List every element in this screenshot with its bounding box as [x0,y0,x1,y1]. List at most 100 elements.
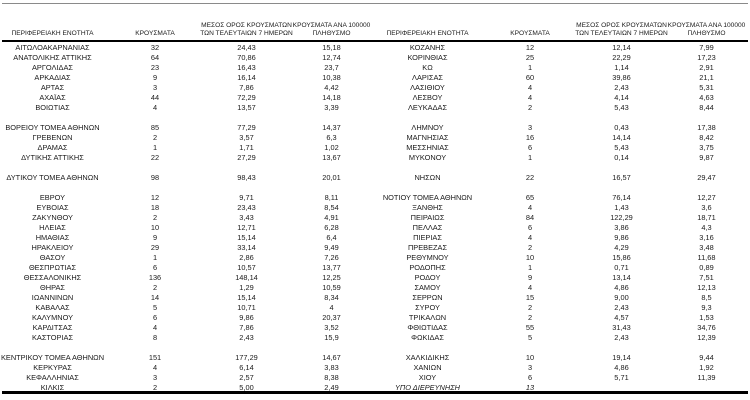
cell-cases: 1 [152,253,158,262]
cell-cases: 29 [150,243,160,252]
cell-region: ΚΩ [422,63,433,72]
cell-avg7: 33,14 [237,243,256,252]
cell-avg7: 0,14 [614,153,629,162]
table-row: ΞΑΝΘΗΣ 4 1,43 3,6 [375,203,750,213]
cell-avg7: 9,86 [614,233,629,242]
col-header-region: ΠΕΡΙΦΕΡΕΙΑΚΗ ΕΝΟΤΗΤΑ [375,30,480,39]
cell-region: ΠΡΕΒΕΖΑΣ [407,243,448,252]
cell-per100k: 9,87 [699,153,714,162]
cell-per100k: 29,47 [697,173,716,182]
cell-avg7: 2,43 [239,333,254,342]
table-row: ΔΥΤΙΚΗΣ ΑΤΤΙΚΗΣ 22 27,29 13,67 [0,153,375,163]
table-row: ΗΜΑΘΙΑΣ 9 15,14 6,4 [0,233,375,243]
cell-cases: 4 [527,233,533,242]
cell-region: ΜΥΚΟΝΟΥ [408,153,447,162]
spacer-row [0,183,375,193]
cell-avg7: 1,43 [614,203,629,212]
table-row: ΧΙΟΥ 6 5,71 11,39 [375,373,750,383]
cell-cases: 15 [525,293,535,302]
cell-cases: 12 [525,43,535,52]
table-row: ΚΑΒΑΛΑΣ 5 10,71 4 [0,303,375,313]
cell-per100k: 3,6 [701,203,712,212]
cell-avg7: 177,29 [235,353,258,362]
cell-cases: 65 [525,193,535,202]
table-row: ΒΟΡΕΙΟΥ ΤΟΜΕΑ ΑΘΗΝΩΝ 85 77,29 14,37 [0,123,375,133]
cell-region: ΦΘΙΩΤΙΔΑΣ [407,323,448,332]
cell-region: ΗΡΑΚΛΕΙΟΥ [31,243,74,252]
table-row: ΘΑΣΟΥ 1 2,86 7,26 [0,253,375,263]
spacer-row [0,113,375,123]
cell-per100k: 8,44 [699,103,714,112]
cell-region: ΘΑΣΟΥ [39,253,66,262]
cell-region: ΚΕΦΑΛΛΗΝΙΑΣ [26,373,79,382]
cell-cases: 151 [148,353,162,362]
table-row: ΚΟΖΑΝΗΣ 12 12,14 7,99 [375,43,750,53]
cell-cases: 2 [152,133,158,142]
spacer-row [0,163,375,173]
cell-avg7: 16,43 [237,63,256,72]
table-row: ΗΛΕΙΑΣ 10 12,71 6,28 [0,223,375,233]
cell-per100k: 11,39 [697,373,716,382]
cell-cases: 2 [527,243,533,252]
cell-per100k: 12,25 [322,273,341,282]
table-row: ΡΕΘΥΜΝΟΥ 10 15,86 11,68 [375,253,750,263]
cell-cases: 3 [527,123,533,132]
cell-cases: 1 [152,143,158,152]
cell-region: ΑΡΤΑΣ [40,83,65,92]
cell-region: ΡΟΔΟΥ [414,273,441,282]
cell-avg7: 6,14 [239,363,254,372]
cell-region: ΚΕΡΚΥΡΑΣ [33,363,72,372]
cell-cases: 6 [527,143,533,152]
cell-avg7: 39,86 [612,73,631,82]
cell-avg7: 12,14 [612,43,631,52]
table-row: ΤΡΙΚΑΛΩΝ 2 4,57 1,53 [375,313,750,323]
cell-cases: 12 [150,193,160,202]
cell-avg7: 24,43 [237,43,256,52]
col-header-per100k: ΚΡΟΥΣΜΑΤΑ ΑΝΑ 100000 ΠΛΗΘΥΣΜΟ [288,22,375,39]
cell-avg7: 1,29 [239,283,254,292]
cell-cases: 6 [152,313,158,322]
cell-avg7: 148,14 [235,273,258,282]
cell-region: ΡΟΔΟΠΗΣ [409,263,446,272]
cell-region: ΔΡΑΜΑΣ [37,143,68,152]
cell-per100k: 8,5 [701,293,712,302]
cell-cases: 98 [150,173,160,182]
cell-cases: 22 [150,153,160,162]
table-row: ΑΡΚΑΔΙΑΣ 9 16,14 10,38 [0,73,375,83]
cell-region: ΣΥΡΟΥ [415,303,440,312]
table-row: ΘΕΣΠΡΩΤΙΑΣ 6 10,57 13,77 [0,263,375,273]
cell-region: ΖΑΚΥΝΘΟΥ [32,213,73,222]
cell-region: ΤΡΙΚΑΛΩΝ [408,313,447,322]
col-header-avg7-label: ΜΕΣΟΣ ΟΡΟΣ ΚΡΟΥΣΜΑΤΩΝ ΤΩΝ ΤΕΛΕΥΤΑΙΩΝ 7 Η… [200,21,293,38]
cell-avg7: 14,14 [612,133,631,142]
cell-cases: 2 [152,213,158,222]
table-row: ΡΟΔΟΥ 9 13,14 7,51 [375,273,750,283]
cell-per100k: 6,28 [324,223,339,232]
table-row: ΕΒΡΟΥ 12 9,71 8,11 [0,193,375,203]
cell-avg7: 2,43 [614,333,629,342]
cell-avg7: 70,86 [237,53,256,62]
cell-avg7: 5,71 [614,373,629,382]
cell-per100k: 17,38 [697,123,716,132]
header-divider [2,40,748,42]
cell-cases: 10 [150,223,160,232]
cell-region: ΚΑΛΥΜΝΟΥ [31,313,74,322]
cell-per100k: 3,16 [699,233,714,242]
table-body-right: ΚΟΖΑΝΗΣ 12 12,14 7,99 ΚΟΡΙΝΘΙΑΣ 25 22,29 17,23 Κ… [375,43,750,393]
col-header-cases-label: ΚΡΟΥΣΜΑΤΑ [135,30,175,38]
cell-region: ΘΕΣΠΡΩΤΙΑΣ [28,263,77,272]
cell-region: ΣΕΡΡΩΝ [412,293,443,302]
cell-region: ΠΕΙΡΑΙΩΣ [410,213,445,222]
cell-cases: 8 [152,333,158,342]
cell-avg7: 122,29 [610,213,633,222]
table-row: ΣΥΡΟΥ 2 2,43 9,3 [375,303,750,313]
cell-region: ΕΒΡΟΥ [39,193,66,202]
spacer-row [0,343,375,353]
cell-avg7: 22,29 [612,53,631,62]
table-body-left: ΑΙΤΩΛΟΑΚΑΡΝΑΝΙΑΣ 32 24,43 15,18 ΑΝΑΤΟΛΙΚΗΣ Α… [0,43,375,393]
cell-per100k: 4,63 [699,93,714,102]
cell-per100k: 8,34 [324,293,339,302]
cell-avg7: 0,43 [614,123,629,132]
cell-cases: 4 [527,83,533,92]
col-header-cases: ΚΡΟΥΣΜΑΤΑ [105,30,205,39]
